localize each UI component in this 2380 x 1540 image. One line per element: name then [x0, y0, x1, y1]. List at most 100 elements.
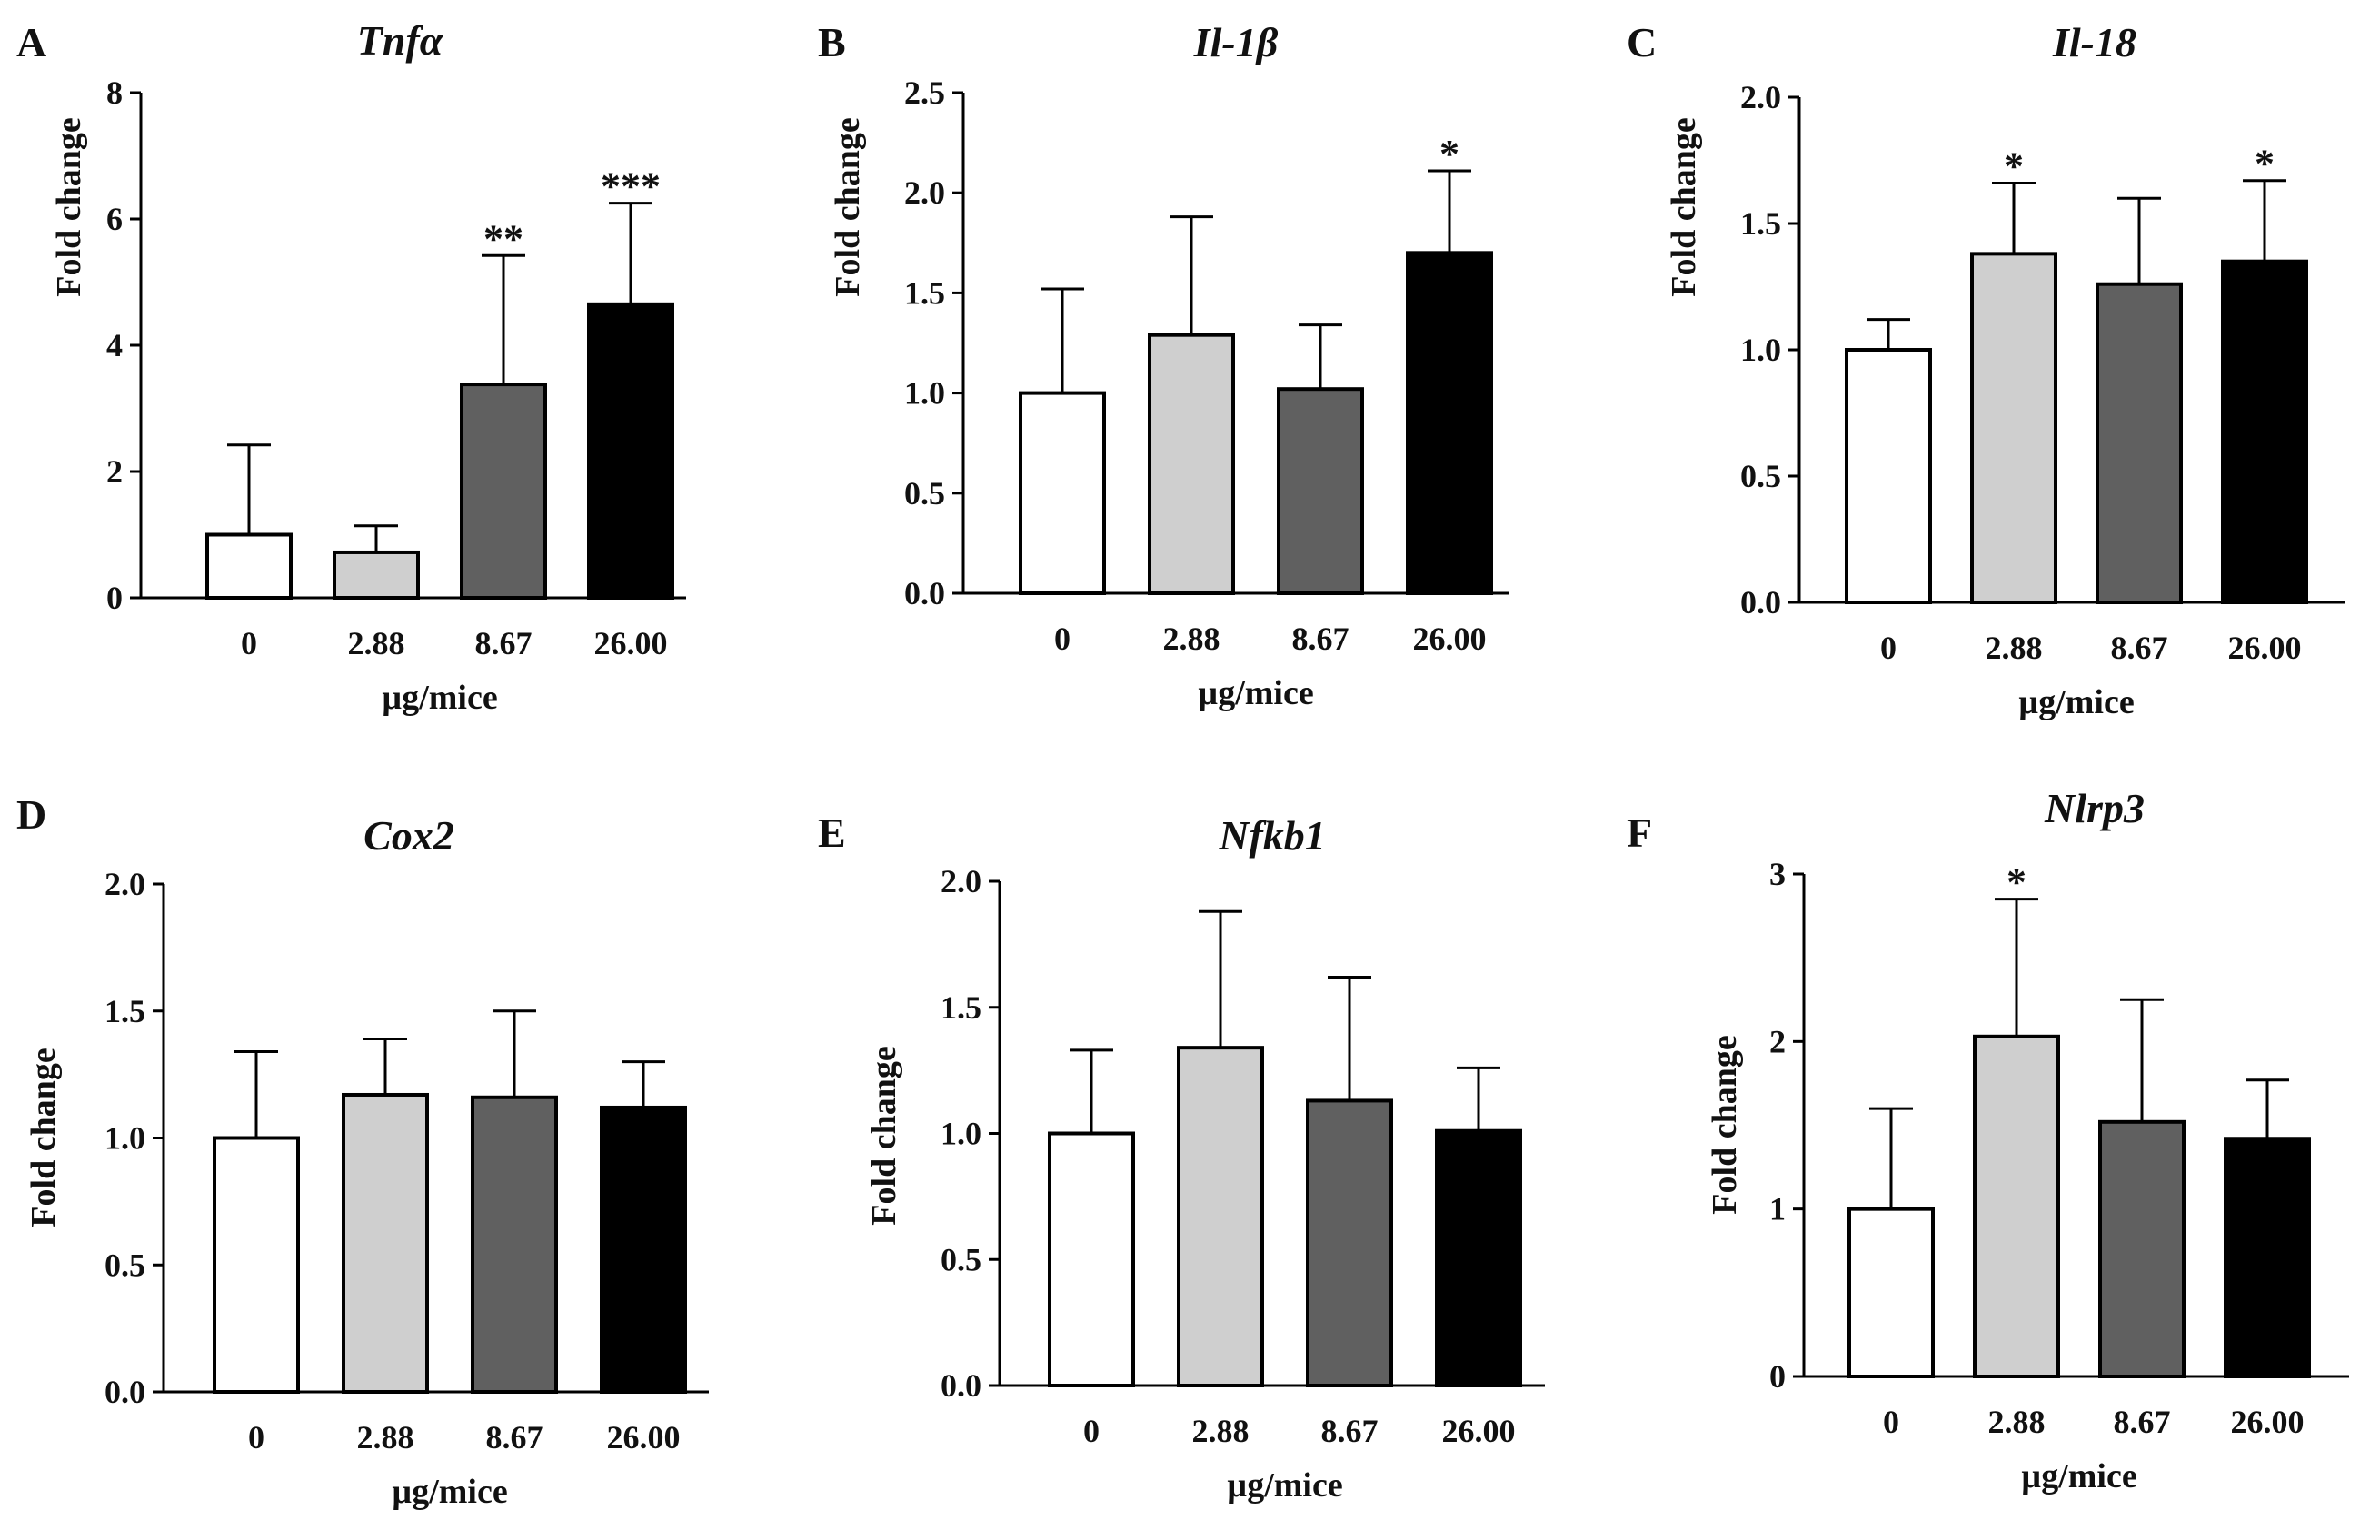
y-tick-label: 0.5 — [941, 1241, 981, 1277]
y-tick-label: 0.0 — [1740, 584, 1781, 621]
panel-e: E Nfkb1 0.0 0.5 1.0 1.5 2.0 Fold change 0 2.88 8.6… — [818, 810, 1545, 1505]
y-tick-label: 0.0 — [941, 1367, 981, 1404]
bar — [2096, 282, 2183, 604]
y-tick-label: 2.0 — [105, 866, 145, 902]
x-tick-label: 26.00 — [2231, 1404, 2305, 1440]
panel-title: Il-1β — [1193, 19, 1279, 65]
y-tick-label: 1.0 — [1740, 332, 1781, 368]
x-tick-label: 2.88 — [1163, 621, 1220, 657]
y-tick-label: 1 — [1769, 1191, 1786, 1227]
y-tick-label: 0.5 — [105, 1247, 145, 1283]
x-axis-label: µg/mice — [1227, 1466, 1342, 1505]
y-tick-label: 1.0 — [941, 1116, 981, 1152]
y-tick-label: 1.5 — [1740, 205, 1781, 242]
y-tick-label: 0 — [1769, 1358, 1786, 1395]
x-tick-label: 26.00 — [2228, 630, 2302, 666]
x-tick-label: 2.88 — [1988, 1404, 2046, 1440]
panel-letter: D — [16, 791, 46, 838]
x-tick-label: 0 — [1083, 1413, 1100, 1449]
y-axis-label: Fold change — [1706, 1035, 1744, 1214]
y-tick-label: 1.5 — [904, 274, 945, 311]
x-tick-label: 0 — [1054, 621, 1071, 657]
y-tick-label: 4 — [106, 327, 123, 363]
significance-label: * — [2255, 142, 2275, 186]
y-tick-label: 1.5 — [105, 993, 145, 1029]
x-tick-label: 2.88 — [348, 625, 405, 661]
y-tick-label: 2.0 — [904, 174, 945, 211]
y-tick-label: 8 — [106, 75, 123, 111]
panel-title: Cox2 — [363, 812, 454, 859]
x-tick-label: 0 — [241, 625, 257, 661]
panel-title: Il-18 — [2052, 19, 2136, 65]
bar — [1019, 391, 1106, 595]
bar — [1406, 251, 1493, 595]
x-tick-label: 8.67 — [486, 1419, 543, 1456]
y-tick-label: 1.5 — [941, 989, 981, 1026]
bar — [1845, 348, 1932, 604]
panel-letter: E — [818, 810, 846, 856]
x-tick-label: 0 — [1883, 1404, 1899, 1440]
y-tick-label: 2.0 — [1740, 79, 1781, 115]
bar — [1973, 1034, 2060, 1378]
y-axis-label: Fold change — [829, 117, 867, 296]
significance-label: *** — [601, 164, 661, 209]
x-tick-label: 2.88 — [1192, 1413, 1250, 1449]
x-axis-label: µg/mice — [392, 1473, 507, 1511]
bar — [2221, 259, 2308, 604]
panel-letter: C — [1627, 19, 1657, 65]
panel-title: Tnfα — [357, 17, 444, 64]
bar — [1048, 1131, 1135, 1387]
y-tick-label: 0.5 — [1740, 458, 1781, 494]
x-tick-label: 26.00 — [1442, 1413, 1516, 1449]
bar — [1970, 252, 2057, 604]
x-axis-label: µg/mice — [2021, 1457, 2136, 1495]
x-tick-label: 8.67 — [1292, 621, 1349, 657]
panel-letter: F — [1627, 810, 1652, 856]
significance-label: ** — [483, 216, 523, 261]
x-tick-label: 2.88 — [1986, 630, 2043, 666]
x-tick-label: 2.88 — [357, 1419, 414, 1456]
panel-letter: B — [818, 19, 846, 65]
x-tick-label: 8.67 — [475, 625, 533, 661]
x-tick-label: 26.00 — [594, 625, 668, 661]
panel-letter: A — [16, 19, 46, 65]
y-tick-label: 2 — [106, 453, 123, 490]
x-tick-label: 0 — [248, 1419, 264, 1456]
y-axis-label: Fold change — [1665, 117, 1703, 296]
x-axis-label: µg/mice — [1198, 674, 1313, 712]
panel-b: B Il-1β 0.0 0.5 1.0 1.5 2.0 2.5 Fold change 0 2.88… — [818, 19, 1509, 712]
x-tick-label: 8.67 — [2114, 1404, 2171, 1440]
bar — [1306, 1098, 1393, 1388]
x-tick-label: 0 — [1880, 630, 1897, 666]
y-tick-label: 3 — [1769, 856, 1786, 892]
bar — [213, 1136, 300, 1394]
y-tick-label: 2 — [1769, 1023, 1786, 1059]
y-axis-label: Fold change — [25, 1048, 63, 1227]
significance-label: * — [2007, 860, 2026, 905]
bar — [1435, 1128, 1522, 1387]
bar — [2224, 1137, 2311, 1379]
panel-f: F Nlrp3 0 1 2 3 Fold change 0 * 2.88 8.67 26.00 µg/m… — [1627, 785, 2349, 1495]
y-tick-label: 0.0 — [105, 1374, 145, 1410]
y-axis-label: Fold change — [865, 1046, 903, 1225]
bar — [342, 1092, 429, 1394]
bar — [1847, 1207, 1935, 1378]
bar — [587, 302, 674, 600]
panel-a: A Tnfα 0 2 4 6 8 Fold change 0 2.88 ** 8.67 *** 26.00… — [16, 17, 686, 717]
bar — [1148, 333, 1235, 595]
y-tick-label: 1.0 — [105, 1120, 145, 1157]
y-axis-label: Fold change — [50, 117, 88, 296]
bar — [2098, 1119, 2186, 1379]
bar — [205, 532, 293, 600]
x-tick-label: 26.00 — [607, 1419, 681, 1456]
y-tick-label: 2.0 — [941, 863, 981, 899]
panel-d: D Cox2 0.0 0.5 1.0 1.5 2.0 Fold change 0 2.88 8.67… — [16, 791, 709, 1511]
bar — [471, 1095, 558, 1395]
bar — [1177, 1046, 1264, 1388]
y-tick-label: 0 — [106, 580, 123, 616]
significance-label: * — [1439, 132, 1459, 176]
x-axis-label: µg/mice — [382, 679, 497, 717]
significance-label: * — [2004, 144, 2024, 189]
bar — [460, 383, 547, 600]
